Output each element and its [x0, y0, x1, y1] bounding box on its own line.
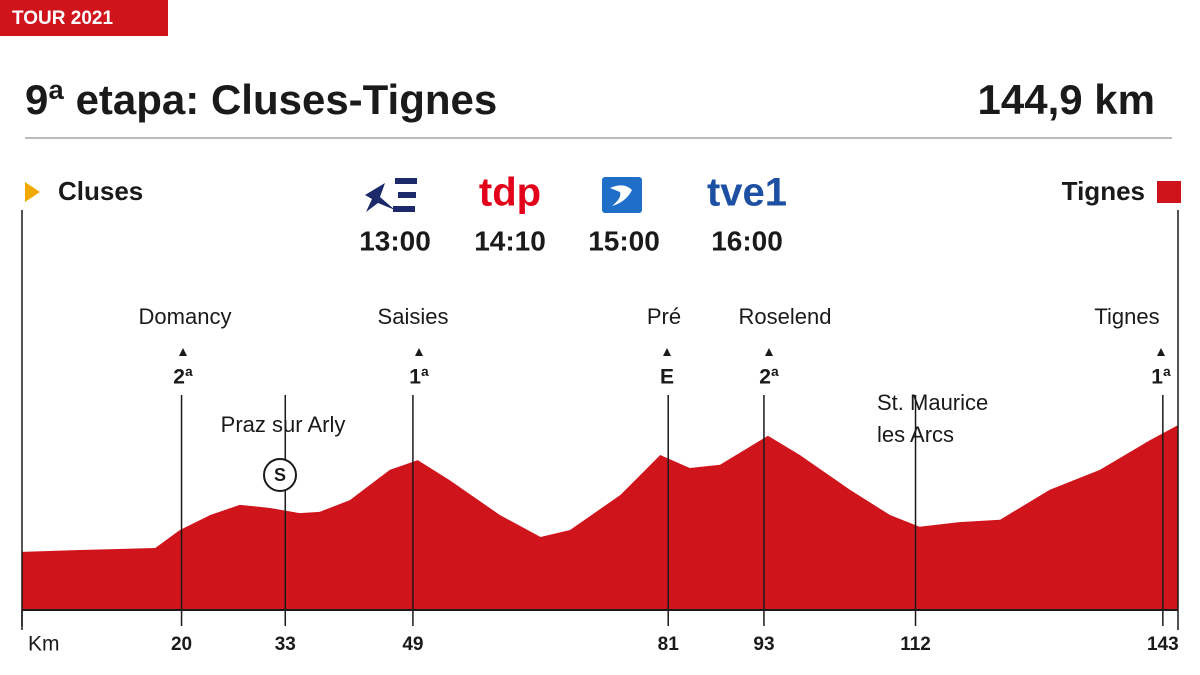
summit-marker [415, 348, 423, 356]
title: 9ª etapa: Cluses-Tignes [25, 76, 497, 123]
summit-marker [1157, 348, 1165, 356]
place: Domancy [139, 304, 232, 329]
x-tick-label: 143 [1147, 634, 1179, 655]
sprint-symbol: S [274, 465, 286, 485]
x-tick-label: 112 [900, 634, 931, 655]
time: 14:10 [474, 225, 546, 256]
x-tick-label: 81 [658, 634, 680, 655]
summit-marker [663, 348, 671, 356]
place: St. Maurice [877, 390, 988, 415]
badge: TOUR 2021 [12, 8, 113, 29]
plot: Km 20 33 49 81 93 112 143 [21, 210, 1179, 656]
annotations: Domancy 2ª Saisies 1ª Pré E Roselend 2ª … [139, 304, 1171, 492]
sprint-icon [263, 458, 297, 492]
logo-tve1: tve1 [707, 171, 787, 215]
climb-category: 2ª [759, 366, 779, 389]
climb-category: 1ª [409, 366, 429, 389]
x-tick-label: Km [28, 633, 60, 656]
time: 16:00 [711, 225, 783, 256]
place: Saisies [378, 304, 449, 329]
x-tick-label: 49 [402, 634, 423, 655]
time: 15:00 [588, 225, 660, 256]
x-tick-label: 20 [171, 634, 192, 655]
x-tick-label: 33 [275, 634, 296, 655]
start-icon [25, 182, 40, 202]
logo-tdp: tdp [479, 171, 541, 215]
finish-icon [1157, 181, 1181, 203]
climb-category: 2ª [173, 366, 193, 389]
badge-box [0, 0, 168, 36]
place: les Arcs [877, 422, 954, 447]
logo-tve-channel [602, 177, 642, 213]
climb-category: 1ª [1151, 366, 1171, 389]
distance: 144,9 km [978, 76, 1155, 123]
summit-marker [179, 348, 187, 356]
place: Roselend [739, 304, 832, 329]
climb-category: E [660, 366, 674, 389]
finish-name: Tignes [1062, 176, 1145, 206]
x-tick-label: 93 [753, 634, 774, 655]
elevation-area [22, 425, 1178, 610]
time: 13:00 [359, 225, 431, 256]
place: Tignes [1094, 304, 1159, 329]
summit-marker [765, 348, 773, 356]
start-name: Cluses [58, 176, 143, 206]
place: Pré [647, 304, 681, 329]
place: Praz sur Arly [221, 412, 346, 437]
logo-eurosport [365, 178, 417, 212]
